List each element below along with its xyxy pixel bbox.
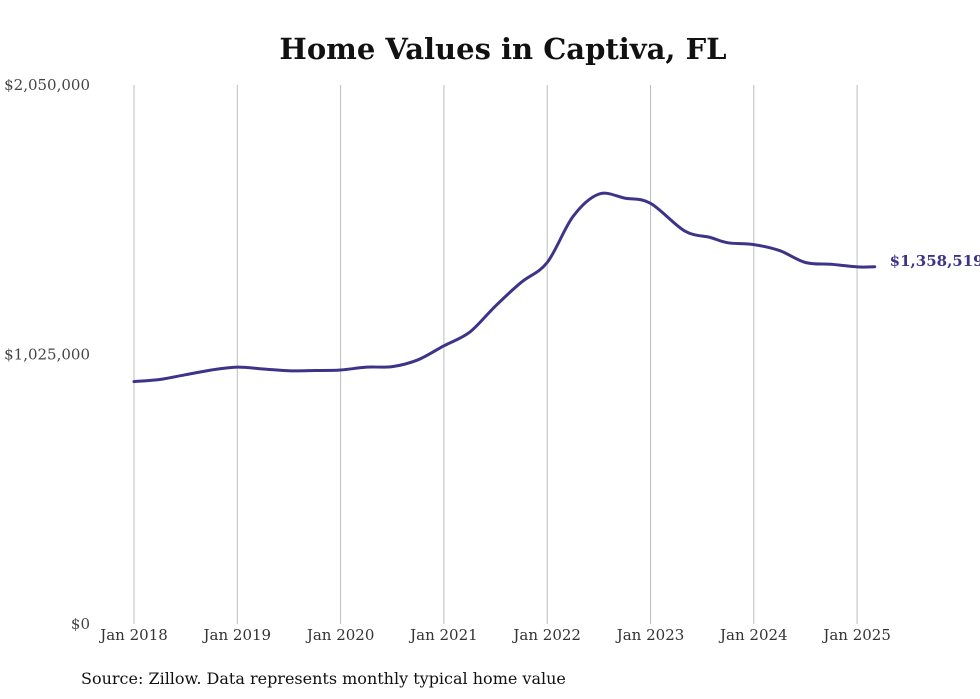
x-tick-label: Jan 2021 <box>408 626 478 644</box>
x-tick-label: Jan 2025 <box>821 626 891 644</box>
x-tick-label: Jan 2020 <box>305 626 375 644</box>
source-note: Source: Zillow. Data represents monthly … <box>81 669 566 688</box>
y-tick-label: $1,025,000 <box>4 346 90 364</box>
chart-title: Home Values in Captiva, FL <box>279 32 726 66</box>
x-axis-ticks: Jan 2018 Jan 2019 Jan 2020 Jan 2021 Jan 2022… <box>98 626 891 644</box>
y-tick-label: $0 <box>71 615 90 633</box>
end-value-label: $1,358,519 <box>890 252 980 270</box>
y-tick-label: $2,050,000 <box>4 76 90 94</box>
gridlines <box>133 85 858 624</box>
x-tick-label: Jan 2022 <box>511 626 581 644</box>
x-tick-label: Jan 2018 <box>98 626 168 644</box>
x-tick-label: Jan 2024 <box>718 626 788 644</box>
series-line <box>132 191 877 384</box>
y-axis-ticks: $0 $1,025,000 $2,050,000 <box>4 76 90 633</box>
x-tick-label: Jan 2019 <box>202 626 272 644</box>
x-tick-label: Jan 2023 <box>615 626 685 644</box>
